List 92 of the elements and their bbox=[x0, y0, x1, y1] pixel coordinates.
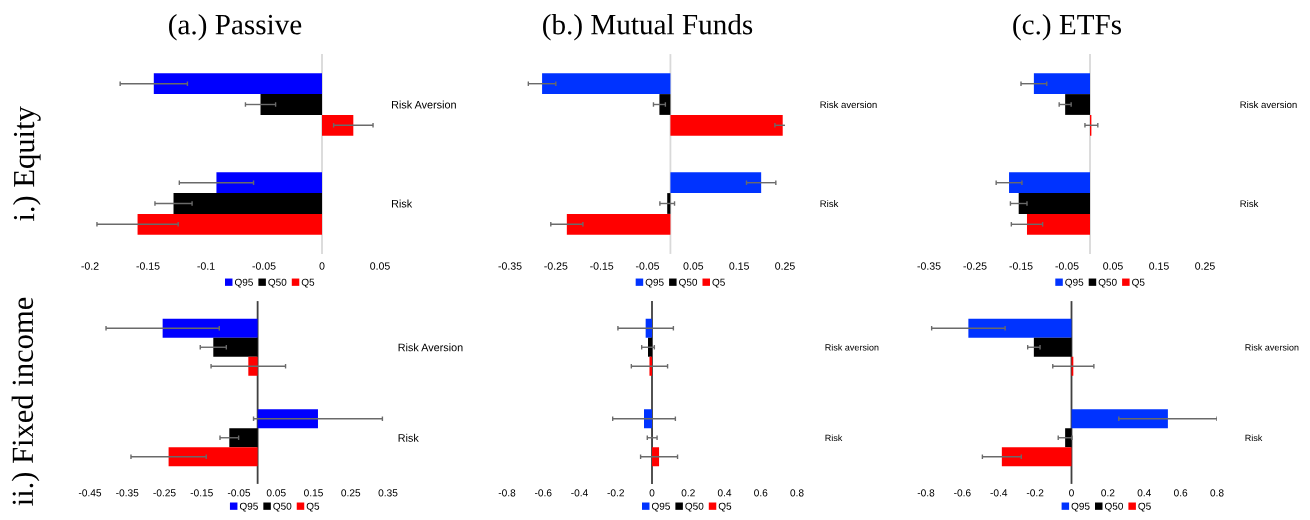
legend-label: Q95 bbox=[239, 502, 258, 512]
x-tick-label: -0.25 bbox=[963, 262, 987, 270]
legend-label: Q95 bbox=[1065, 278, 1084, 288]
legend-label: Q95 bbox=[234, 278, 253, 288]
x-tick-label: 0.8 bbox=[790, 489, 804, 497]
y-tick-label: Risk bbox=[825, 434, 843, 442]
legend-label: Q5 bbox=[1132, 278, 1145, 288]
bar bbox=[1001, 447, 1072, 467]
legend-label: Q50 bbox=[685, 502, 704, 512]
legend-label: Q5 bbox=[718, 502, 732, 512]
y-tick-label: Risk bbox=[398, 433, 419, 442]
x-tick-label: -0.15 bbox=[190, 489, 213, 497]
x-tick-label: 0 bbox=[1069, 489, 1074, 497]
legend-label: Q50 bbox=[1098, 278, 1117, 288]
y-tick-label: Risk bbox=[392, 199, 413, 208]
x-tick-label: 0.05 bbox=[683, 262, 704, 270]
legend-label: Q50 bbox=[268, 278, 287, 288]
x-tick-label: -0.05 bbox=[635, 262, 660, 270]
y-tick-label: Risk Aversion bbox=[398, 343, 463, 352]
bar bbox=[670, 114, 783, 136]
x-tick-label: 0.8 bbox=[1210, 489, 1224, 497]
x-tick-label: -0.1 bbox=[197, 262, 215, 270]
x-tick-label: -0.25 bbox=[544, 262, 568, 270]
x-tick-label: 0.15 bbox=[729, 262, 749, 270]
x-tick-label: -0.15 bbox=[1009, 262, 1033, 270]
x-tick-label: -0.35 bbox=[498, 262, 522, 270]
x-tick-label: -0.2 bbox=[81, 262, 99, 270]
x-tick-label: -0.25 bbox=[153, 489, 176, 497]
x-tick-label: -0.4 bbox=[571, 489, 588, 497]
x-tick-label: -0.2 bbox=[1026, 489, 1044, 497]
x-tick-label: 0.4 bbox=[1137, 489, 1151, 497]
x-tick-label: 0.15 bbox=[1149, 262, 1169, 270]
legend-label: Q5 bbox=[301, 278, 315, 288]
y-tick-label: Risk bbox=[820, 200, 839, 208]
legend-label: Q50 bbox=[679, 278, 698, 288]
x-tick-label: -0.4 bbox=[990, 489, 1008, 497]
x-tick-label: 0.6 bbox=[754, 489, 768, 497]
legend-label: Q50 bbox=[1104, 502, 1124, 512]
y-tick-label: Risk aversion bbox=[1240, 101, 1297, 109]
x-tick-label: -0.05 bbox=[227, 489, 251, 497]
bar bbox=[667, 193, 671, 214]
bar bbox=[659, 94, 671, 115]
chart-title: (b.) Mutual Funds bbox=[543, 13, 753, 41]
x-tick-label: 0.05 bbox=[370, 262, 390, 270]
x-tick-label: -0.05 bbox=[1055, 262, 1079, 270]
x-tick-label: -0.35 bbox=[116, 489, 139, 497]
x-tick-label: 0.15 bbox=[304, 489, 323, 497]
x-tick-label: -0.8 bbox=[498, 489, 516, 497]
legend-label: Q95 bbox=[645, 278, 664, 288]
bar bbox=[1071, 409, 1168, 429]
x-tick-label: -0.6 bbox=[954, 489, 971, 497]
legend-label: Q50 bbox=[273, 502, 292, 512]
y-axis-title: i.) Equity bbox=[12, 106, 41, 221]
x-tick-label: 0.2 bbox=[681, 489, 695, 497]
y-tick-label: Risk bbox=[1245, 434, 1263, 442]
bar bbox=[968, 318, 1072, 338]
y-tick-label: Risk aversion bbox=[1245, 343, 1299, 351]
x-tick-label: 0.25 bbox=[1195, 262, 1215, 270]
y-tick-label: Risk aversion bbox=[825, 343, 879, 351]
chart-title: (c.) ETFs bbox=[1013, 13, 1122, 41]
x-tick-label: 0.05 bbox=[1103, 262, 1123, 270]
bar bbox=[670, 172, 762, 194]
y-tick-label: Risk Aversion bbox=[392, 100, 456, 109]
bar bbox=[1033, 337, 1072, 357]
x-tick-label: -0.15 bbox=[590, 262, 614, 270]
x-tick-label: 0.25 bbox=[341, 489, 361, 497]
x-tick-label: 0.4 bbox=[717, 489, 732, 497]
x-tick-label: 0.05 bbox=[266, 489, 286, 497]
legend-label: Q5 bbox=[712, 278, 725, 288]
x-tick-label: -0.45 bbox=[78, 489, 102, 497]
x-tick-label: -0.2 bbox=[607, 489, 624, 497]
x-tick-label: -0.15 bbox=[136, 262, 160, 270]
legend-label: Q95 bbox=[1071, 502, 1090, 512]
x-tick-label: 0.6 bbox=[1173, 489, 1188, 497]
x-tick-label: -0.05 bbox=[252, 262, 276, 270]
y-tick-label: Risk aversion bbox=[820, 101, 877, 109]
x-tick-label: -0.6 bbox=[534, 489, 552, 497]
x-tick-label: 0.35 bbox=[378, 489, 398, 497]
x-tick-label: 0.25 bbox=[775, 262, 795, 270]
bar bbox=[566, 213, 671, 235]
legend-label: Q5 bbox=[1138, 502, 1151, 512]
y-axis-title: ii.) Fixed income bbox=[11, 297, 40, 506]
bar bbox=[542, 73, 671, 95]
legend-label: Q95 bbox=[651, 502, 670, 512]
x-tick-label: 0 bbox=[319, 262, 325, 270]
legend-label: Q5 bbox=[306, 502, 320, 512]
chart-title: (a.) Passive bbox=[169, 13, 302, 41]
y-tick-label: Risk bbox=[1240, 200, 1259, 208]
x-tick-label: 0 bbox=[649, 489, 655, 497]
x-tick-label: -0.35 bbox=[917, 262, 941, 270]
x-tick-label: -0.8 bbox=[917, 489, 935, 497]
x-tick-label: 0.2 bbox=[1101, 489, 1115, 497]
